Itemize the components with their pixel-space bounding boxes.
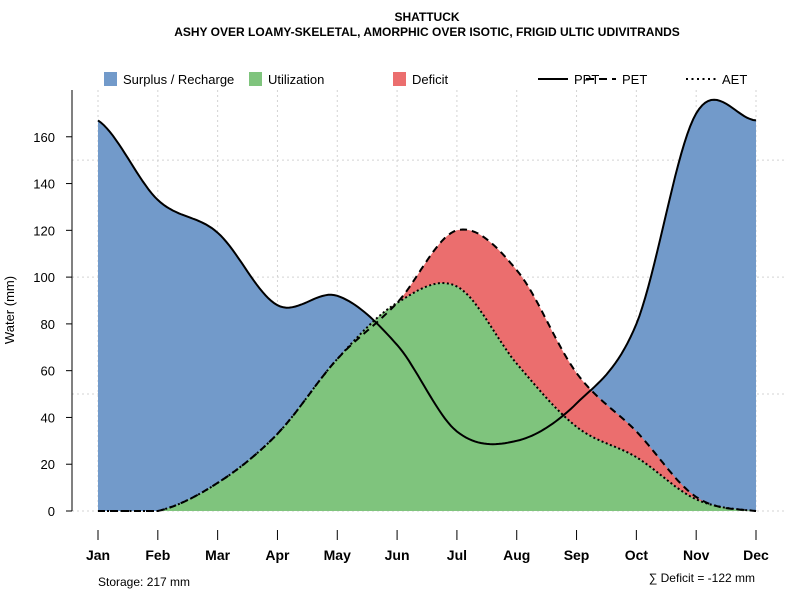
x-tick-label: Jul — [447, 547, 467, 563]
x-tick-label: Jun — [385, 547, 410, 563]
x-tick-label: Sep — [564, 547, 590, 563]
legend-label: Surplus / Recharge — [123, 72, 234, 87]
deficit-area — [98, 229, 756, 511]
ppt-line — [97, 98, 757, 446]
y-axis-label: Water (mm) — [2, 276, 17, 344]
areas — [98, 99, 756, 511]
y-tick-label: 100 — [33, 270, 55, 285]
utilization-area — [98, 283, 756, 511]
legend: Surplus / Recharge Utilization Deficit PPT P… — [104, 72, 747, 87]
y-tick-label: 40 — [41, 410, 55, 425]
x-tick-label: Apr — [265, 547, 290, 563]
legend-label: Deficit — [412, 72, 449, 87]
x-tick-label: Aug — [503, 547, 530, 563]
x-tick-label: Dec — [743, 547, 769, 563]
x-tick-label: Oct — [625, 547, 649, 563]
axes: 0 20 40 60 80 100 120 140 160 Jan Feb Mar Apr May Jun J… — [33, 90, 769, 563]
y-tick-label: 0 — [48, 504, 55, 519]
chart-subtitle: ASHY OVER LOAMY-SKELETAL, AMORPHIC OVER … — [174, 25, 680, 39]
legend-label: Utilization — [268, 72, 324, 87]
legend-label: AET — [722, 72, 747, 87]
legend-label: PET — [622, 72, 647, 87]
x-tick-label: Jan — [86, 547, 110, 563]
storage-annotation: Storage: 217 mm — [98, 575, 190, 589]
lines — [97, 98, 757, 512]
deficit-annotation: ∑ Deficit = -122 mm — [649, 571, 755, 585]
y-tick-label: 60 — [41, 364, 55, 379]
legend-swatch — [104, 72, 117, 86]
x-tick-label: Feb — [145, 547, 170, 563]
aet-line — [98, 281, 757, 512]
legend-swatch — [249, 72, 262, 86]
chart-title: SHATTUCK — [394, 10, 459, 24]
x-tick-label: May — [324, 547, 351, 563]
x-tick-label: Mar — [205, 547, 230, 563]
legend-swatch — [393, 72, 406, 86]
y-tick-label: 160 — [33, 130, 55, 145]
y-tick-label: 120 — [33, 223, 55, 238]
y-tick-label: 20 — [41, 457, 55, 472]
y-tick-label: 80 — [41, 317, 55, 332]
x-tick-label: Nov — [683, 547, 710, 563]
y-tick-label: 140 — [33, 177, 55, 192]
